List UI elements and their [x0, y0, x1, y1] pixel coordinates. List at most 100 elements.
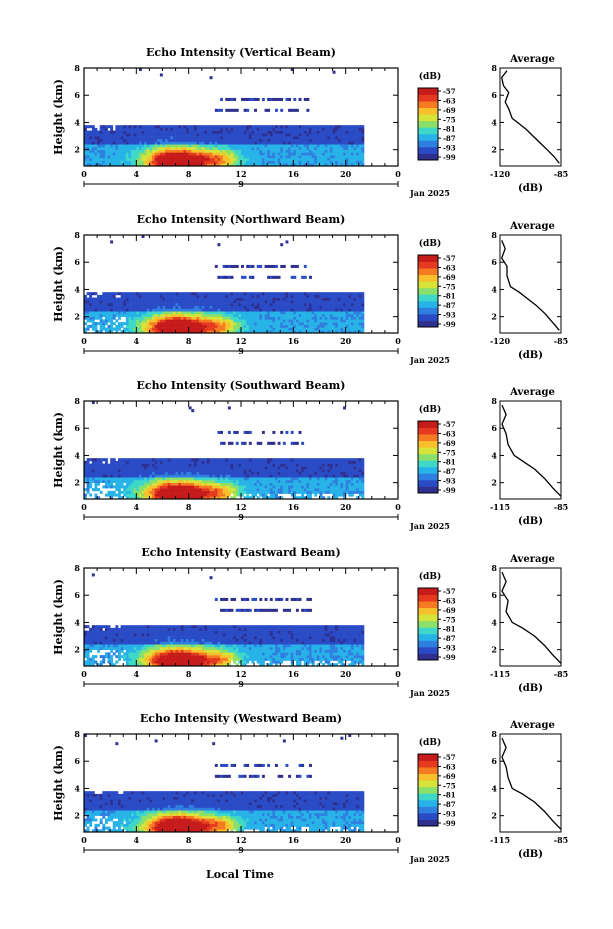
heatmap-cell [358, 297, 362, 301]
heatmap-cell [146, 152, 150, 156]
heatmap-cell [91, 305, 95, 309]
heatmap-cell [227, 108, 231, 112]
heatmap-cell [118, 308, 121, 312]
colorbar-tick-label: -75 [443, 282, 456, 291]
heatmap-cell [118, 146, 121, 150]
heatmap-cell [128, 316, 132, 320]
heatmap-cell [170, 327, 174, 331]
heatmap-cell [251, 152, 255, 156]
heatmap-cell [243, 146, 247, 150]
heatmap-cell [306, 488, 310, 492]
heatmap-cell [131, 311, 135, 315]
heatmap-cell [280, 152, 284, 156]
heatmap-cell [133, 292, 137, 296]
heatmap-cell [316, 130, 320, 134]
heatmap-cell [149, 300, 153, 304]
heatmap-cell [118, 155, 121, 159]
heatmap-cell [172, 144, 176, 148]
heatmap-cell [324, 300, 328, 304]
heatmap-cell [241, 294, 244, 298]
heatmap-cell [353, 125, 357, 129]
heatmap-cell [149, 482, 153, 486]
heatmap-cell [170, 330, 174, 334]
heatmap-cell [159, 136, 163, 140]
heatmap-cell [290, 163, 294, 167]
heatmap-cell [204, 155, 208, 159]
heatmap-cell [212, 458, 216, 462]
heatmap-cell [183, 482, 187, 486]
heatmap-cell [295, 127, 299, 131]
heatmap-cell [340, 294, 344, 298]
heatmap-cell [337, 311, 341, 315]
heatmap-cell [335, 160, 339, 164]
heatmap-cell [102, 324, 106, 328]
heatmap-cell [309, 311, 312, 315]
heatmap-cell [345, 330, 349, 334]
heatmap-cell [167, 138, 171, 142]
heatmap-cell [214, 490, 218, 494]
heatmap-cell [188, 136, 192, 140]
heatmap-cell [343, 319, 346, 323]
heatmap-cell [277, 136, 281, 140]
heatmap-cell [136, 144, 140, 148]
heatmap-cell [217, 160, 221, 164]
y-tick-label: 4 [74, 117, 80, 127]
heatmap-cell [110, 322, 114, 326]
heatmap-cell [316, 479, 320, 483]
heatmap-cell [214, 133, 218, 137]
heatmap-cell [165, 125, 169, 129]
heatmap-cell [290, 463, 294, 467]
heatmap-cell [233, 474, 237, 478]
heatmap-cell [167, 324, 171, 328]
heatmap-cell [165, 316, 169, 320]
heatmap-cell [94, 496, 98, 500]
heatmap-cell [222, 322, 226, 326]
heatmap-cell [112, 469, 116, 473]
heatmap-cell [311, 463, 315, 467]
heatmap-cell [306, 303, 310, 307]
heatmap-cell [282, 308, 286, 312]
heatmap-cell [285, 127, 289, 131]
heatmap-cell [332, 319, 336, 323]
heatmap-cell [280, 477, 284, 481]
heatmap-cell [254, 322, 257, 326]
heatmap-cell [91, 308, 95, 312]
heatmap-cell [246, 485, 250, 489]
heatmap-cell [311, 490, 315, 494]
heatmap-cell [316, 460, 320, 464]
heatmap-cell [353, 308, 357, 312]
heatmap-cell [175, 463, 179, 467]
heatmap-cell [204, 463, 208, 467]
heatmap-cell [217, 319, 221, 323]
heatmap-cell [162, 155, 166, 159]
heatmap-cell [183, 460, 187, 464]
heatmap-cell [115, 149, 119, 153]
heatmap-cell [188, 157, 192, 161]
heatmap-cell [191, 409, 195, 413]
heatmap-cell [89, 482, 93, 486]
heatmap-cell [209, 330, 213, 334]
heatmap-cell [97, 466, 100, 470]
heatmap-cell [327, 324, 331, 328]
heatmap-cell [94, 463, 98, 467]
heatmap-cell [261, 485, 265, 489]
heatmap-cell [104, 127, 108, 131]
heatmap-cell [343, 316, 346, 320]
heatmap-cell [303, 488, 307, 492]
heatmap-cell [340, 479, 344, 483]
heatmap-cell [285, 477, 289, 481]
heatmap-cell [230, 157, 234, 161]
heatmap-cell [233, 458, 237, 462]
heatmap-cell [188, 466, 192, 470]
heatmap-cell [332, 292, 336, 296]
heatmap-cell [280, 243, 284, 247]
heatmap-cell [97, 330, 100, 334]
heatmap-cell [290, 160, 294, 164]
heatmap-cell [141, 330, 145, 334]
heatmap-cell [159, 319, 163, 323]
heatmap-cell [282, 469, 286, 473]
heatmap-cell [206, 292, 210, 296]
heatmap-cell [290, 68, 294, 72]
heatmap-cell [91, 300, 95, 304]
heatmap-cell [178, 155, 182, 159]
